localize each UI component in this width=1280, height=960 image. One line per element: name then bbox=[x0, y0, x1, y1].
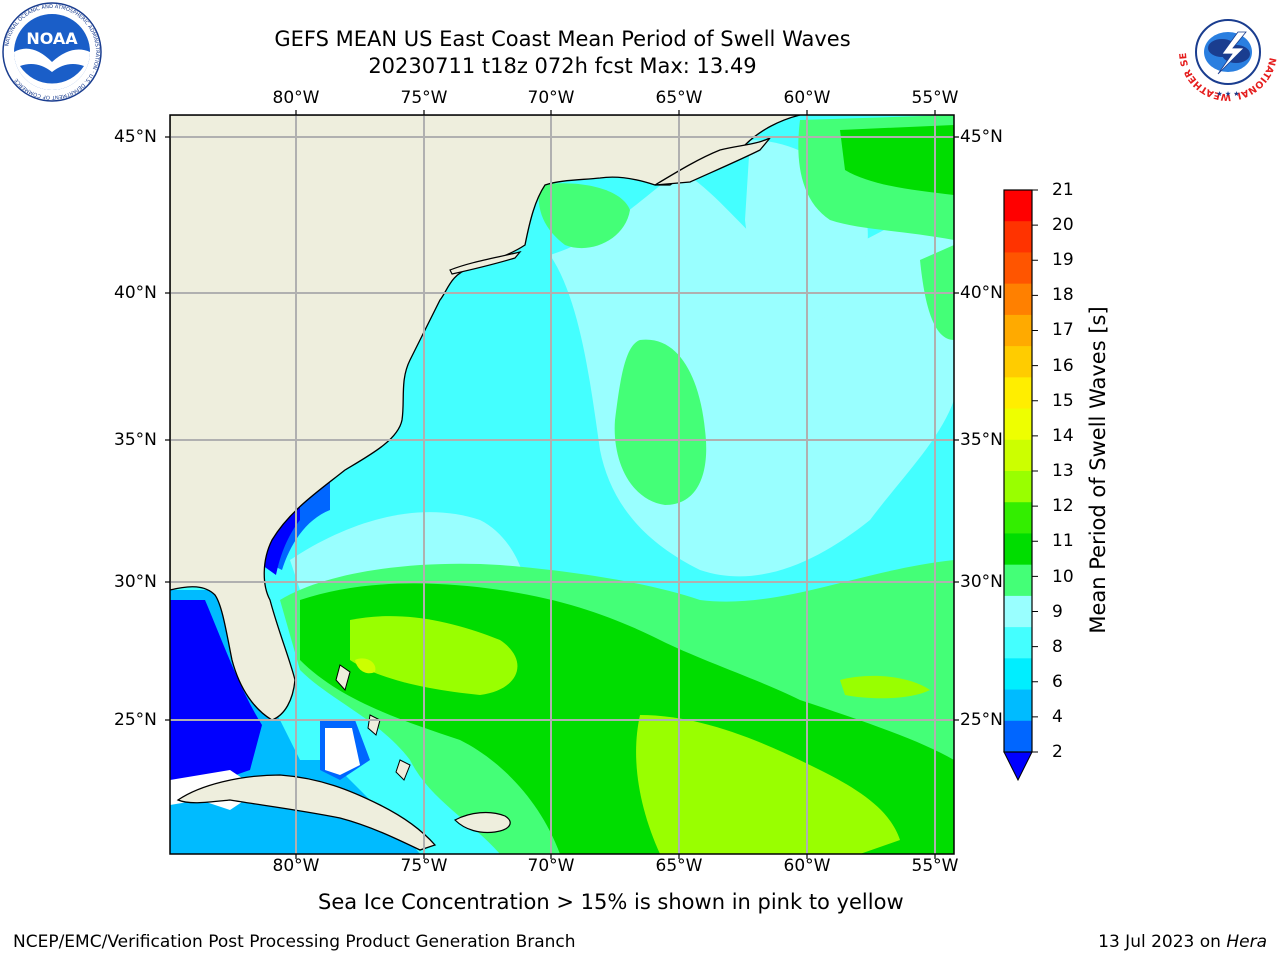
colorbar-tick-label: 10 bbox=[1052, 567, 1074, 587]
lat-label: 35°N bbox=[960, 430, 1003, 450]
colorbar-segment bbox=[1004, 502, 1032, 534]
lon-label: 80°W bbox=[272, 88, 320, 108]
colorbar-segment bbox=[1004, 314, 1032, 347]
lat-label: 40°N bbox=[114, 283, 157, 303]
contour-11-12s bbox=[840, 675, 930, 699]
land-north-america bbox=[170, 115, 801, 721]
lon-label: 80°W bbox=[272, 856, 320, 876]
colorbar-tick-label: 4 bbox=[1052, 707, 1063, 727]
no-data-area bbox=[325, 728, 360, 775]
contour-12-13s bbox=[355, 658, 376, 674]
lon-label: 70°W bbox=[527, 88, 575, 108]
colorbar-segment bbox=[1004, 689, 1032, 722]
lon-label: 55°W bbox=[911, 856, 959, 876]
lon-label: 70°W bbox=[527, 856, 575, 876]
land-long-island bbox=[449, 250, 522, 275]
lat-label: 40°N bbox=[960, 283, 1003, 303]
colorbar-tick-label: 15 bbox=[1052, 391, 1074, 411]
land-hispaniola bbox=[454, 811, 511, 834]
contour-9-10s bbox=[614, 339, 707, 505]
colorbar-tick-label: 16 bbox=[1052, 356, 1074, 376]
lon-label: 75°W bbox=[400, 88, 448, 108]
colorbar-segment bbox=[1004, 221, 1032, 253]
sea-ice-note: Sea Ice Concentration > 15% is shown in … bbox=[318, 890, 904, 914]
colorbar-tick-label: 8 bbox=[1052, 637, 1063, 657]
lon-label: 65°W bbox=[655, 856, 703, 876]
land-bahamas bbox=[395, 759, 411, 781]
footer-credit: NCEP/EMC/Verification Post Processing Pr… bbox=[13, 932, 576, 952]
footer-date: 13 Jul 2023 on Hera bbox=[1098, 932, 1267, 952]
lat-label: 35°N bbox=[114, 430, 157, 450]
lon-label: 75°W bbox=[400, 856, 448, 876]
colorbar-tick-label: 19 bbox=[1052, 250, 1074, 270]
land-bahamas bbox=[335, 664, 351, 692]
colorbar-tick-label: 12 bbox=[1052, 496, 1074, 516]
colorbar-title: Mean Period of Swell Waves [s] bbox=[1086, 306, 1110, 634]
lat-label: 25°N bbox=[114, 710, 157, 730]
svg-text:★ ★ ★: ★ ★ ★ bbox=[1216, 90, 1239, 98]
lon-label: 60°W bbox=[783, 856, 831, 876]
footer-date-text: 13 Jul 2023 on bbox=[1098, 932, 1227, 952]
lat-label: 30°N bbox=[960, 572, 1003, 592]
colorbar-tick-label: 6 bbox=[1052, 672, 1063, 692]
colorbar-segment bbox=[1004, 564, 1032, 597]
colorbar-segment bbox=[1004, 627, 1032, 659]
contour-10-11s bbox=[840, 125, 954, 195]
lat-label: 25°N bbox=[960, 710, 1003, 730]
colorbar-under-arrow bbox=[1003, 751, 1033, 782]
colorbar-segment bbox=[1004, 439, 1032, 472]
chart-title: GEFS MEAN US East Coast Mean Period of S… bbox=[274, 27, 851, 51]
colorbar-tick-label: 11 bbox=[1052, 531, 1074, 551]
noaa-logo-icon: NOAA NATIONAL OCEANIC AND ATMOSPHERIC AD… bbox=[2, 2, 102, 102]
colorbar-segment bbox=[1004, 346, 1032, 378]
colorbar-segment bbox=[1004, 533, 1032, 566]
lon-label: 65°W bbox=[655, 88, 703, 108]
colorbar-tick-label: 14 bbox=[1052, 426, 1074, 446]
colorbar-tick-label: 17 bbox=[1052, 320, 1074, 340]
lon-label: 55°W bbox=[911, 88, 959, 108]
colorbar-segment bbox=[1004, 595, 1032, 628]
footer-machine: Hera bbox=[1226, 932, 1267, 952]
land-nova-scotia bbox=[654, 137, 771, 186]
contour-9-10s bbox=[538, 183, 630, 249]
contour-2-6s bbox=[170, 600, 262, 800]
colorbar-tick-label: 9 bbox=[1052, 602, 1063, 622]
colorbar-segment bbox=[1004, 190, 1032, 222]
colorbar-segment bbox=[1004, 408, 1032, 441]
colorbar-segment bbox=[1004, 252, 1032, 285]
colorbar-tick-label: 13 bbox=[1052, 461, 1074, 481]
colorbar-segment bbox=[1004, 471, 1032, 503]
noaa-logo-text: NOAA bbox=[26, 29, 78, 48]
colorbar-segment bbox=[1004, 658, 1032, 691]
contour-2-6s bbox=[262, 500, 300, 575]
colorbar-tick-label: 2 bbox=[1052, 742, 1063, 762]
lon-label: 60°W bbox=[783, 88, 831, 108]
colorbar-segment bbox=[1004, 377, 1032, 410]
contour-11-12s bbox=[350, 616, 518, 695]
colorbar bbox=[1003, 189, 1038, 782]
nws-logo-icon: NATIONAL WEATHER SERVICE ★ ★ ★ bbox=[1178, 2, 1278, 102]
colorbar-tick-label: 20 bbox=[1052, 215, 1074, 235]
map-frame bbox=[169, 114, 955, 855]
colorbar-tick-label: 18 bbox=[1052, 285, 1074, 305]
land-cuba bbox=[176, 774, 437, 851]
lat-label: 45°N bbox=[114, 127, 157, 147]
colorbar-segment bbox=[1004, 720, 1032, 753]
lat-label: 30°N bbox=[114, 572, 157, 592]
colorbar-segment bbox=[1004, 283, 1032, 316]
colorbar-tick-label: 21 bbox=[1052, 180, 1074, 200]
forecast-info: 20230711 t18z 072h fcst Max: 13.49 bbox=[368, 54, 757, 78]
lat-label: 45°N bbox=[960, 127, 1003, 147]
contour-11-12s bbox=[636, 715, 900, 854]
graticule bbox=[170, 115, 954, 854]
